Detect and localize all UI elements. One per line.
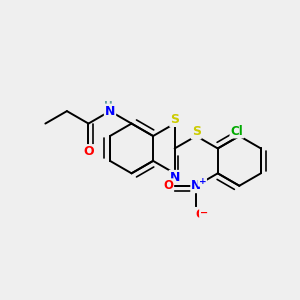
Text: O: O: [195, 208, 205, 221]
Text: N: N: [105, 105, 115, 118]
Text: N: N: [191, 179, 201, 192]
Text: S: S: [192, 125, 201, 139]
Text: O: O: [163, 179, 173, 192]
Text: H: H: [104, 100, 113, 110]
Text: Cl: Cl: [230, 124, 243, 137]
Text: +: +: [199, 177, 206, 186]
Text: O: O: [83, 145, 94, 158]
Text: N: N: [169, 171, 180, 184]
Text: −: −: [200, 208, 208, 218]
Text: S: S: [170, 113, 179, 126]
